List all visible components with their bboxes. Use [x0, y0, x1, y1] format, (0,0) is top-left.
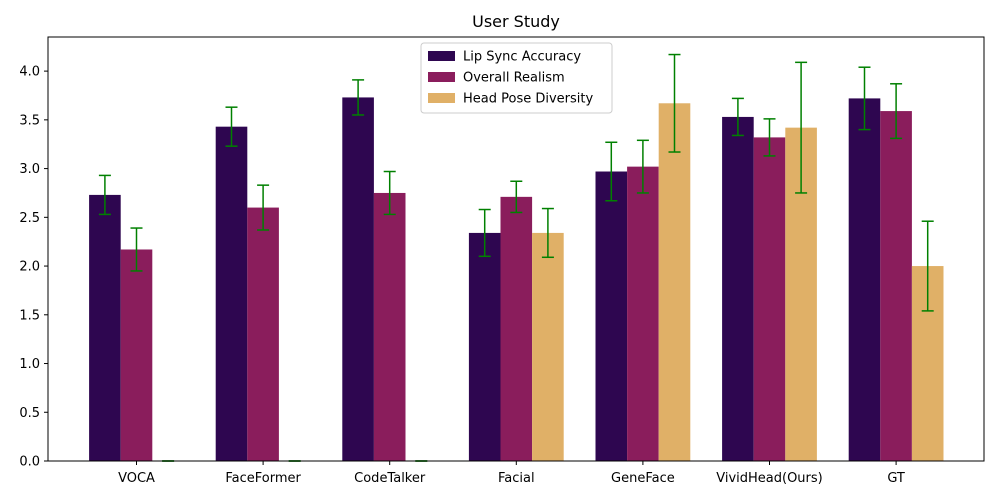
error-bar	[636, 139, 649, 194]
error-bar	[731, 97, 744, 137]
x-tick-label: FaceFormer	[225, 471, 301, 486]
legend-label: Lip Sync Accuracy	[463, 50, 581, 65]
bar	[880, 111, 912, 462]
y-tick-label: 0.5	[19, 406, 40, 421]
x-tick-label: CodeTalker	[354, 471, 426, 486]
x-tick-label: GT	[887, 471, 905, 486]
error-bar	[130, 227, 143, 272]
legend-box	[420, 42, 613, 114]
error-bar	[225, 106, 238, 147]
error-bar	[383, 170, 396, 216]
error-bar	[257, 184, 270, 231]
y-tick-label: 2.5	[19, 211, 40, 226]
error-bar	[795, 61, 808, 194]
bar	[215, 126, 248, 462]
x-tick-label: VOCA	[118, 471, 155, 486]
error-bar	[763, 118, 776, 157]
error-bar	[921, 220, 934, 312]
bar	[753, 137, 786, 462]
bar	[342, 97, 374, 461]
error-bar	[605, 141, 618, 202]
error-bar	[98, 174, 111, 216]
bar	[500, 196, 533, 461]
error-bar	[541, 207, 554, 259]
bar	[373, 192, 406, 461]
legend-label: Head Pose Diversity	[463, 92, 593, 107]
error-bar	[890, 83, 903, 140]
bar	[89, 194, 121, 461]
y-tick-label: 2.0	[19, 260, 40, 275]
error-bar	[352, 79, 365, 116]
error-bar	[858, 66, 871, 131]
y-tick-label: 4.0	[19, 65, 40, 80]
bar	[658, 103, 691, 461]
bar	[595, 171, 628, 461]
bar	[468, 232, 501, 461]
legend: Lip Sync Accuracy Overall Realism Head Pos…	[420, 42, 613, 114]
bar	[247, 207, 279, 461]
x-tick-label: GeneFace	[611, 471, 675, 486]
x-tick-label: VividHead(Ours)	[716, 471, 823, 486]
plot-area	[89, 53, 944, 462]
x-axis: VOCA FaceFormer CodeTalker Facial GeneFace Vi…	[118, 461, 905, 486]
bar	[848, 98, 881, 462]
legend-swatch	[428, 72, 455, 82]
error-bar	[668, 53, 681, 153]
y-tick-label: 0.0	[19, 455, 40, 470]
chart-title: User Study	[472, 12, 560, 31]
y-tick-label: 1.0	[19, 357, 40, 372]
y-tick-label: 3.0	[19, 162, 40, 177]
error-bar	[478, 208, 491, 258]
y-axis: 0.0 0.5 1.0 1.5 2.0 2.5 3.0 3.5 4.0	[19, 65, 48, 470]
y-tick-label: 1.5	[19, 308, 40, 323]
legend-swatch	[428, 93, 455, 103]
x-tick-label: Facial	[498, 471, 535, 486]
bar	[722, 116, 754, 461]
legend-label: Overall Realism	[463, 71, 565, 86]
legend-swatch	[428, 51, 455, 61]
bar	[627, 166, 659, 461]
y-tick-label: 3.5	[19, 113, 40, 128]
bar	[120, 249, 153, 461]
bar	[532, 232, 564, 461]
error-bar	[510, 180, 523, 214]
